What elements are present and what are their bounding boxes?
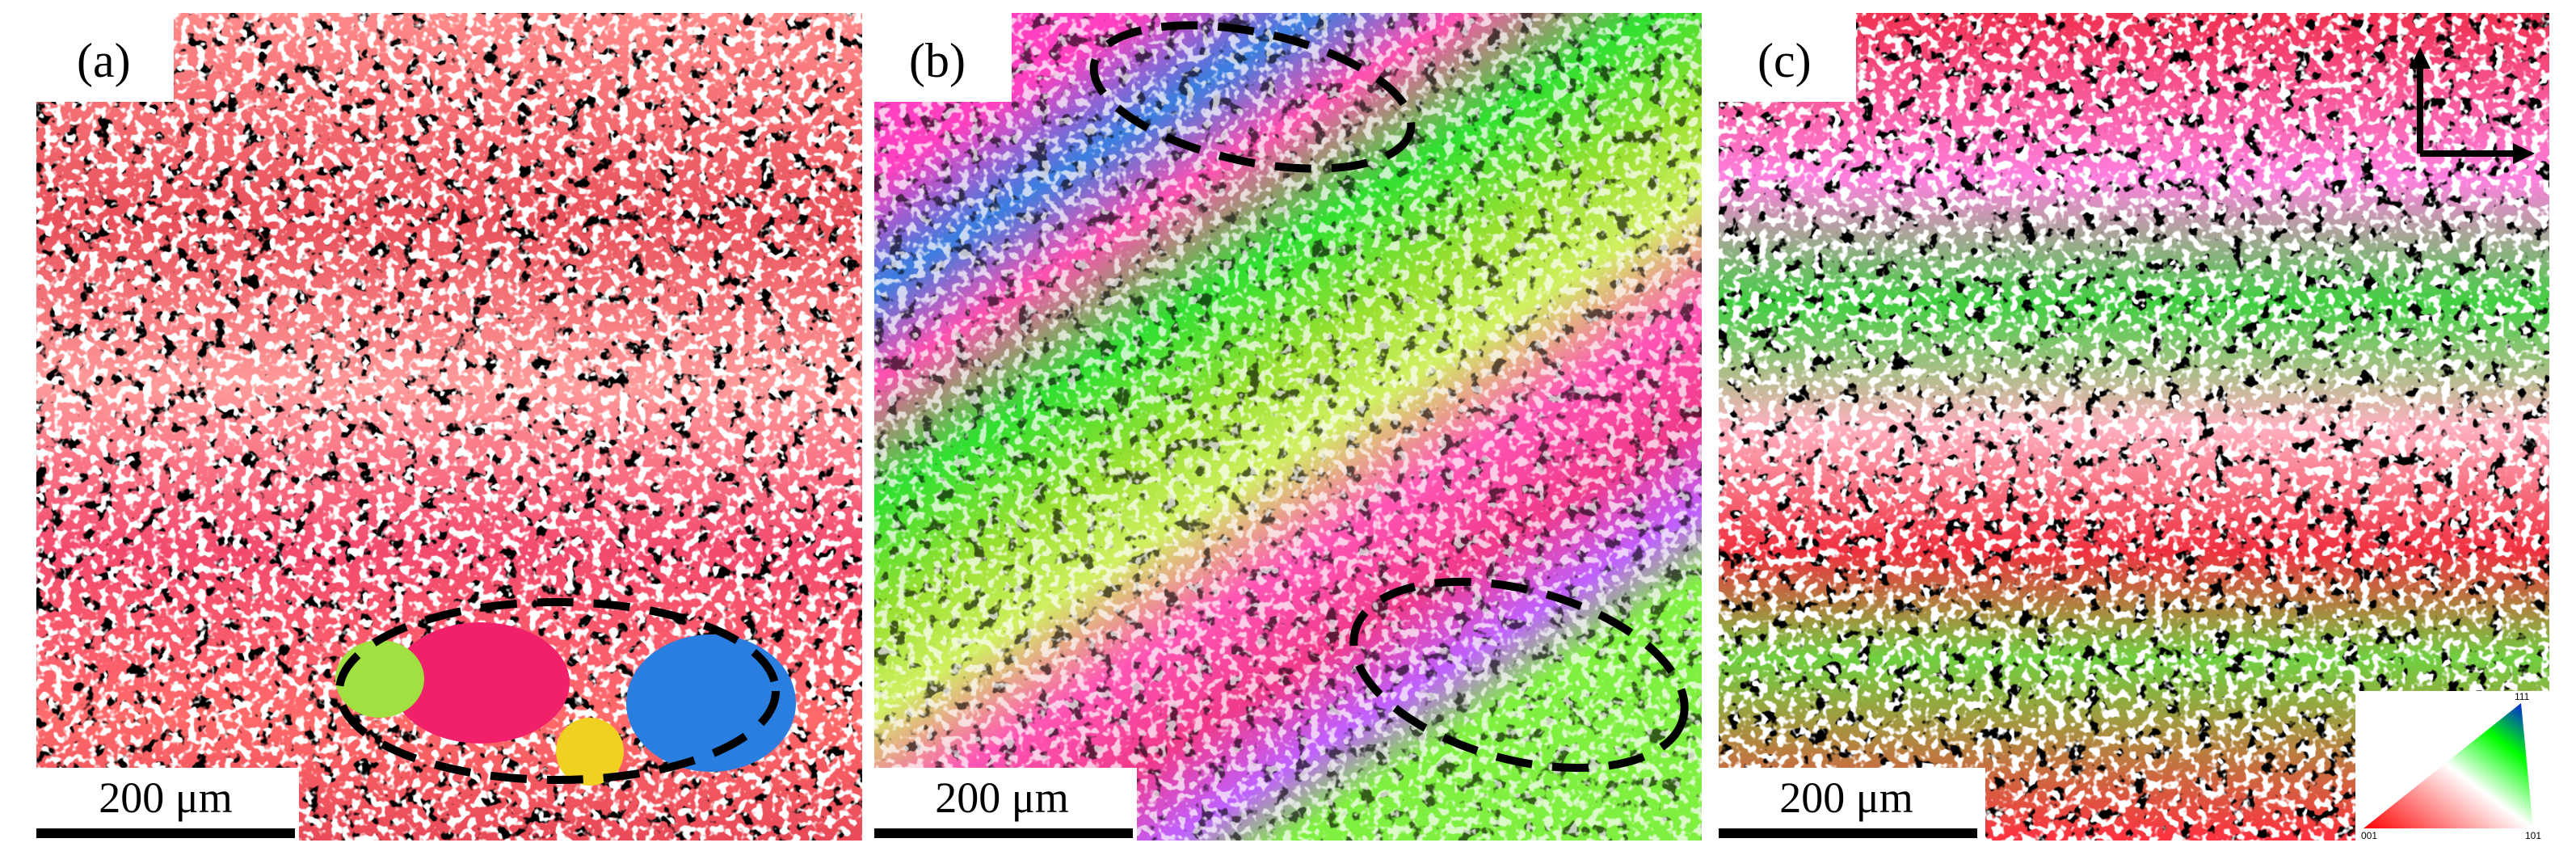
label-box (874, 13, 1012, 102)
highlight-ellipse (1089, 21, 1416, 173)
large-grain (392, 622, 570, 744)
label-box (36, 13, 174, 102)
ipf-corner-label: 111 (2515, 691, 2530, 702)
label-box (1719, 13, 1856, 102)
highlight-ellipse (1349, 577, 1689, 773)
panel-b: (b) 200 μm (874, 13, 1702, 841)
scale-bar (874, 828, 1133, 838)
scale-bar-label: 200 μm (1779, 773, 1913, 822)
ipf-triangle (2363, 703, 2533, 828)
scale-bar (36, 828, 295, 838)
panel-label: (a) (77, 34, 131, 87)
highlight-ellipse (335, 598, 780, 784)
ipf-corner-label: 101 (2525, 830, 2541, 841)
large-grain (556, 718, 624, 786)
scale-bar (1719, 828, 1977, 838)
scale-bar-label: 200 μm (99, 773, 232, 822)
large-grain (335, 640, 424, 718)
texture (874, 13, 1702, 841)
panel-label: (b) (909, 34, 966, 87)
axes-arrows (2410, 47, 2535, 164)
panel-c: (c) 200 μm 001 101 111 (1719, 13, 2549, 841)
panel-label: (c) (1757, 34, 1812, 87)
large-grain (626, 634, 796, 772)
panel-a: (a) 200 μm (36, 13, 862, 841)
ipf-corner-label: 001 (2361, 830, 2377, 841)
scale-bar-label: 200 μm (935, 773, 1068, 822)
